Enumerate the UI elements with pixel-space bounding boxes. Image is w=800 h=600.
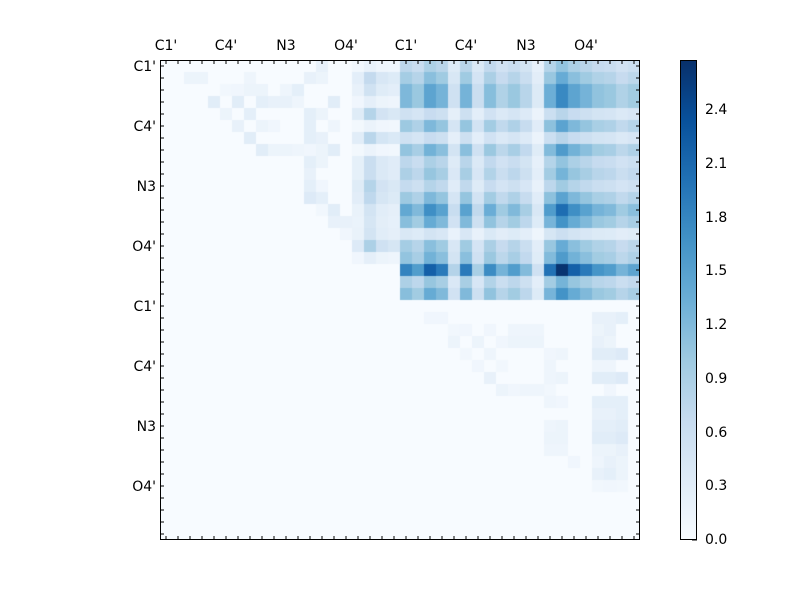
- x-tick-label: C1': [394, 38, 418, 54]
- y-tick-label: O4': [132, 479, 156, 495]
- y-tick-label: N3: [136, 179, 156, 195]
- x-tick-label: O4': [334, 38, 358, 54]
- y-tick-label: C4': [133, 119, 156, 135]
- y-tick-label: C4': [133, 359, 156, 375]
- colorbar-label: 0.3: [705, 478, 728, 495]
- colorbar-label: 1.2: [705, 317, 728, 334]
- x-tick-label: C4': [214, 38, 238, 54]
- colorbar-label: 1.5: [705, 263, 728, 280]
- colorbar: [680, 60, 697, 540]
- x-tick-label: O4': [574, 38, 598, 54]
- colorbar-label: 0.9: [705, 370, 728, 387]
- y-tick-label: C1': [133, 299, 156, 315]
- colorbar-label: 0.6: [705, 424, 728, 441]
- x-tick-label: C4': [454, 38, 478, 54]
- colorbar-label: 0.0: [705, 532, 728, 548]
- y-tick-label: N3: [136, 419, 156, 435]
- x-tick-label: C1': [154, 38, 178, 54]
- colorbar-label: 1.8: [705, 209, 728, 226]
- colorbar-label: 2.4: [705, 102, 728, 119]
- y-tick-label: C1': [133, 59, 156, 75]
- colorbar-label: 2.1: [705, 156, 728, 172]
- x-tick-label: N3: [276, 38, 296, 54]
- y-tick-label: O4': [132, 239, 156, 255]
- heatmap-cells: [161, 61, 639, 539]
- heatmap-plot-area: [160, 60, 640, 540]
- x-tick-label: N3: [516, 38, 536, 54]
